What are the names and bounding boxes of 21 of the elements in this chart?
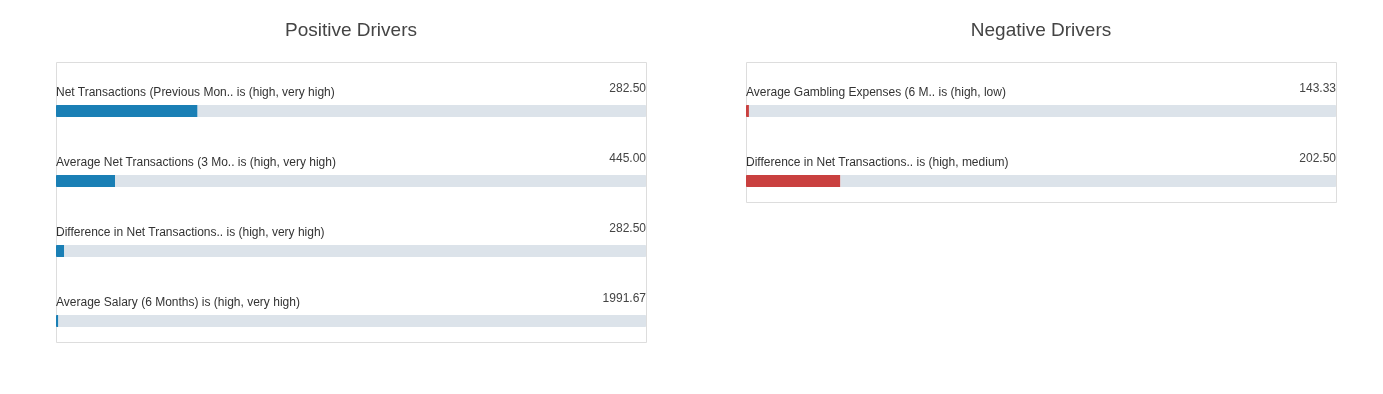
bar [197, 105, 646, 117]
bar [56, 175, 115, 187]
chart-title: Positive Drivers [285, 19, 417, 40]
bar [115, 175, 646, 187]
chart-title: Negative Drivers [970, 19, 1112, 40]
y-tick-label: Net Transactions (Previous Mon.. is (high, very high) [56, 85, 335, 99]
annotation: 143.33 [1299, 81, 1337, 95]
y-tick-label: Average Net Transactions (3 Mo.. is (high, very high) [56, 155, 336, 169]
y-tick-label: Difference in Net Transactions.. is (high, very high) [56, 225, 325, 239]
bar [64, 245, 646, 257]
y-tick-label: Average Salary (6 Months) is (high, very high) [56, 295, 300, 309]
annotation: 202.50 [1299, 151, 1337, 165]
y-tick-label: Average Gambling Expenses (6 M.. is (high, low) [746, 85, 1006, 99]
annotation: 445.00 [609, 151, 647, 165]
bar [56, 245, 65, 257]
y-tick-label: Difference in Net Transactions.. is (high, medium) [746, 155, 1009, 169]
annotation: 1991.67 [602, 291, 647, 305]
annotation: 282.50 [609, 81, 647, 95]
bar [56, 105, 198, 117]
annotation: 282.50 [609, 221, 647, 235]
bar [58, 315, 646, 327]
